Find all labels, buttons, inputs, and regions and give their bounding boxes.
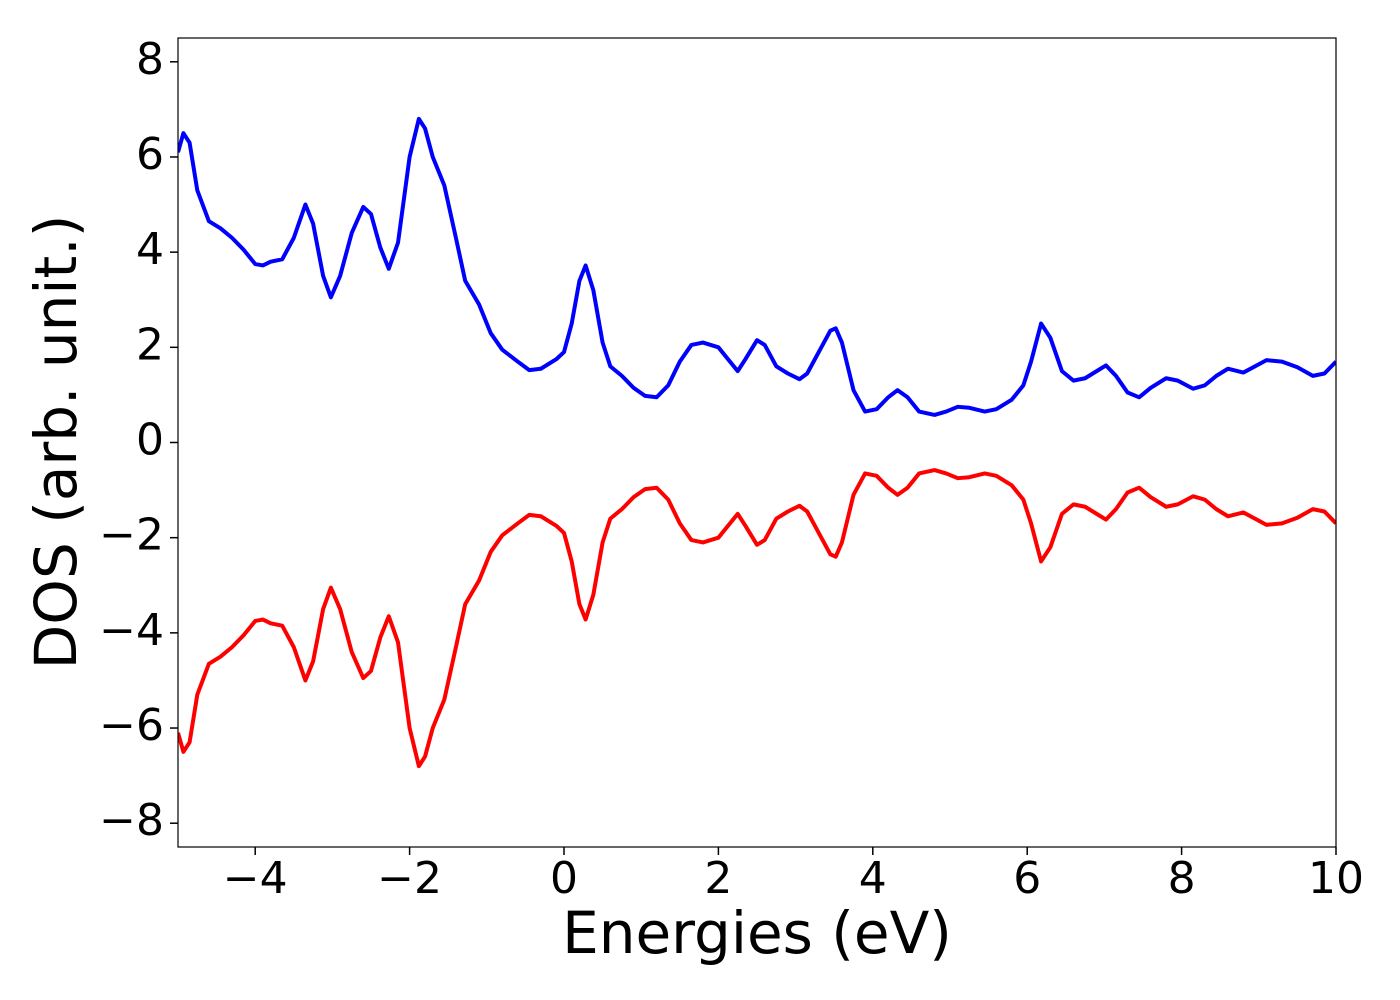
x-tick-label: 10 <box>1308 853 1364 904</box>
plot-frame <box>177 37 1337 848</box>
y-tick-label: 2 <box>136 319 164 370</box>
y-tick-label: 0 <box>136 415 164 466</box>
x-tick-label: 2 <box>704 853 732 904</box>
x-tick-label: 0 <box>550 853 578 904</box>
x-tick-label: −2 <box>377 853 442 904</box>
y-tick-label: 6 <box>136 129 164 180</box>
x-axis-label: Energies (eV) <box>562 899 952 967</box>
x-tick-label: 6 <box>1013 853 1041 904</box>
y-tick-label: −2 <box>99 510 164 561</box>
y-tick-label: 4 <box>136 224 164 275</box>
y-tick-label: −4 <box>99 605 164 656</box>
x-tick-label: −4 <box>223 853 288 904</box>
dos-line <box>178 116 1336 417</box>
y-tick-label: 8 <box>136 34 164 85</box>
y-tick-label: −6 <box>99 700 164 751</box>
y-axis-label: DOS (arb. unit.) <box>22 215 90 670</box>
y-tick-label: −8 <box>99 795 164 846</box>
dos-line <box>178 468 1336 769</box>
x-tick-label: 4 <box>859 853 887 904</box>
x-tick-label: 8 <box>1168 853 1196 904</box>
